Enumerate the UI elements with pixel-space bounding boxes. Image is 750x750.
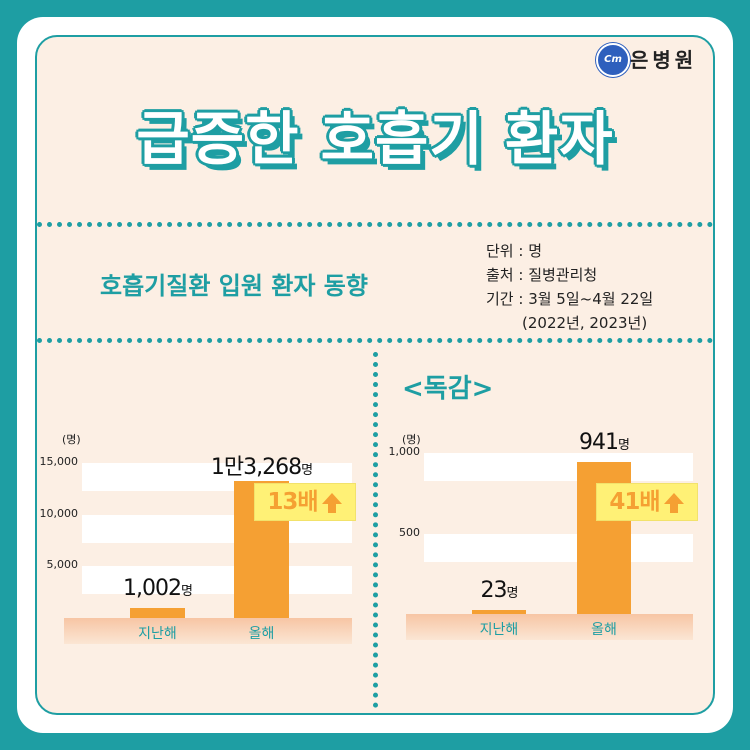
grid-band: [424, 533, 693, 562]
y-tick-label: 5,000: [46, 558, 79, 572]
growth-badge: 13배: [255, 484, 355, 520]
bar-지난해: [130, 607, 185, 618]
divider-middle: [37, 338, 713, 343]
data-label: 1만3,268명: [210, 454, 313, 480]
y-tick-label: 10,000: [39, 506, 79, 520]
y-axis-unit: (명): [402, 433, 421, 446]
category-label: 올해: [591, 622, 617, 638]
bar-지난해: [472, 610, 526, 614]
unit-note: 단위 : 명: [486, 242, 542, 260]
years-note: (2022년, 2023년): [522, 314, 648, 332]
y-axis-unit: (명): [62, 433, 81, 446]
up-arrow-icon: [663, 492, 684, 513]
category-label: 지난해: [138, 626, 177, 642]
y-tick-label: 500: [399, 525, 420, 539]
page-title: 급증한 호흡기 환자: [136, 105, 614, 173]
data-label: 1,002명: [123, 575, 193, 601]
hospital-name: 은병원: [630, 48, 698, 72]
chart-subtitle: 호흡기질환 입원 환자 동향: [100, 272, 368, 300]
hospital-logo: Cm: [596, 43, 630, 77]
data-label: 23명: [480, 578, 519, 604]
growth-badge: 41배: [597, 484, 697, 520]
divider-vertical: [373, 352, 378, 708]
grid-band: [82, 566, 352, 595]
flu-section-label: <독감>: [402, 374, 494, 404]
y-tick-label: 15,000: [39, 455, 79, 468]
data-label: 941명: [579, 430, 630, 456]
category-label: 지난해: [479, 622, 519, 638]
y-tick-label: 1,000: [388, 445, 421, 458]
axis-base: [406, 614, 693, 640]
category-label: 올해: [248, 626, 275, 642]
period-note: 기간 : 3월 5일~4월 22일: [486, 290, 654, 308]
axis-base: [64, 618, 352, 644]
divider-top: [37, 222, 713, 227]
grid-band: [424, 453, 693, 481]
source-note: 출처 : 질병관리청: [486, 266, 598, 284]
up-arrow-icon: [321, 492, 342, 513]
